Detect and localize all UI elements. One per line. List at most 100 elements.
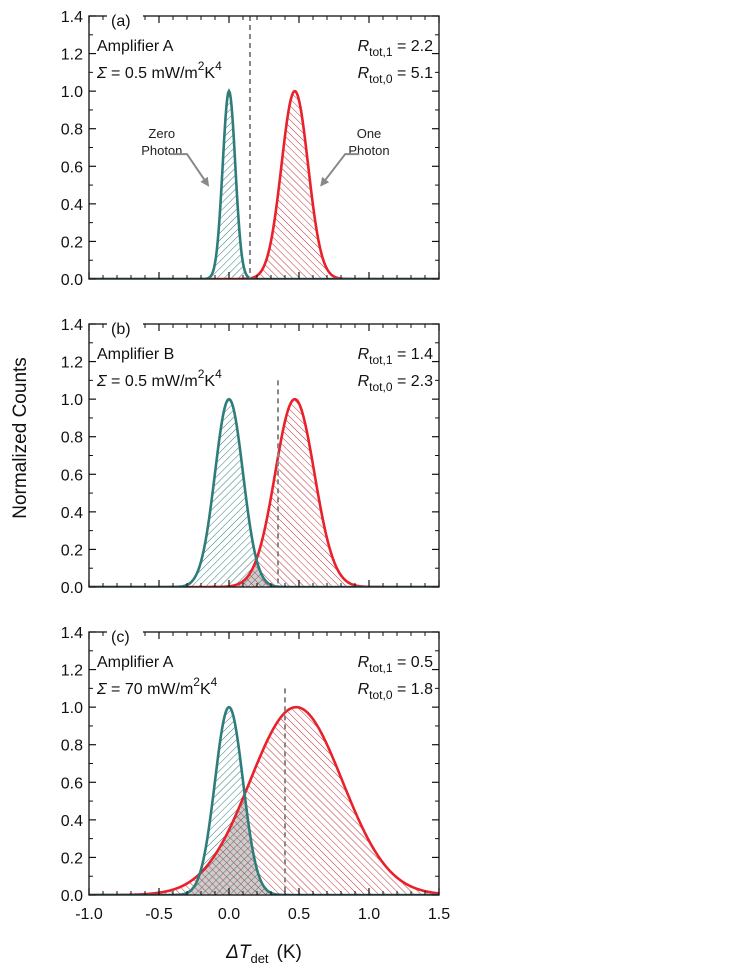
y-tick-label: 0.6 (61, 775, 83, 792)
sigma-exp1: 2 (198, 367, 205, 381)
r-tot-0-sub: tot,0 (369, 380, 393, 394)
sigma-value: = 70 mW/m (107, 681, 194, 698)
sigma-value: = 0.5 mW/m (107, 65, 198, 82)
y-tick-label: 0.4 (61, 813, 83, 830)
y-tick-label: 0.0 (61, 272, 83, 289)
panel-a: 0.0 0.2 0.4 0.6 0.8 1.0 1.2 1.4 (a) Amplifier A Σ … (61, 8, 440, 289)
y-tick-label: 0.6 (61, 467, 83, 484)
one-photon-label-line2: Photon (348, 143, 389, 158)
r-tot-0-sub: tot,0 (369, 72, 393, 86)
sigma-unit2: K (204, 373, 215, 390)
y-axis-title: Normalized Counts (10, 357, 31, 519)
x-axis-title-sub: det (250, 951, 268, 966)
one-photon-distribution-fill (89, 91, 439, 279)
panel-label-bg (107, 8, 143, 32)
sigma-exp2: 4 (211, 675, 218, 689)
r-tot-1-label: Rtot,1 = 1.4 (358, 346, 434, 367)
r-symbol: R (358, 38, 370, 55)
sigma-exp1: 2 (193, 675, 200, 689)
r-tot-0-label: Rtot,0 = 5.1 (358, 65, 434, 86)
zero-photon-curve (89, 397, 439, 587)
plot-area (89, 397, 439, 587)
sigma-exp2: 4 (215, 367, 222, 381)
y-tick-label: 1.4 (61, 9, 83, 26)
zero-photon-label-line2: Photon (141, 143, 182, 158)
x-tick-label: 0.5 (288, 906, 310, 923)
x-tick-label: -1.0 (75, 906, 103, 923)
amplifier-label: Amplifier A (97, 38, 174, 55)
y-tick-label: 0.2 (61, 234, 83, 251)
r-symbol: R (358, 654, 370, 671)
y-tick-label: 0.0 (61, 888, 83, 905)
x-tick-label: 1.0 (358, 906, 380, 923)
sigma-symbol: Σ (96, 681, 108, 698)
r-symbol: R (358, 65, 370, 82)
sigma-exp1: 2 (198, 59, 205, 73)
panel-label: (c) (111, 629, 130, 646)
panel-label: (b) (111, 321, 131, 338)
y-tick-label: 1.0 (61, 84, 83, 101)
zero-photon-label-line1: Zero (148, 126, 175, 141)
sigma-symbol: Σ (96, 65, 108, 82)
x-tick-label: -0.5 (145, 906, 173, 923)
r-tot-0-value: = 5.1 (393, 65, 434, 82)
y-tick-label: 1.2 (61, 355, 83, 372)
zero-photon-arrow (170, 153, 210, 187)
y-tick-label: 1.0 (61, 392, 83, 409)
r-tot-1-value: = 0.5 (393, 654, 434, 671)
r-tot-0-label: Rtot,0 = 1.8 (358, 681, 434, 702)
y-tick-label: 0.4 (61, 505, 83, 522)
y-tick-label: 0.6 (61, 159, 83, 176)
r-tot-1-sub: tot,1 (369, 45, 393, 59)
y-tick-label: 0.8 (61, 738, 83, 755)
zero-photon-distribution-fill (89, 91, 439, 279)
zero-photon-curve (89, 705, 439, 895)
amplifier-label: Amplifier A (97, 654, 174, 671)
plot-area (89, 88, 439, 279)
r-symbol: R (358, 346, 370, 363)
y-tick-label: 0.2 (61, 850, 83, 867)
sigma-unit2: K (204, 65, 215, 82)
r-tot-0-label: Rtot,0 = 2.3 (358, 373, 434, 394)
y-tick-label: 1.4 (61, 625, 83, 642)
r-tot-0-sub: tot,0 (369, 688, 393, 702)
y-tick-label: 0.8 (61, 122, 83, 139)
panel-c: 0.0 0.2 0.4 0.6 0.8 1.0 1.2 1.4 -1.0 -0.5 0.0 0.5 1.… (61, 624, 450, 923)
sigma-label: Σ = 0.5 mW/m2K4 (96, 59, 222, 82)
sigma-label: Σ = 70 mW/m2K4 (96, 675, 218, 698)
r-symbol: R (358, 373, 370, 390)
one-photon-arrow (320, 153, 360, 187)
r-tot-1-label: Rtot,1 = 2.2 (358, 38, 434, 59)
x-axis-title-main: ΔT (225, 942, 252, 963)
sigma-symbol: Σ (96, 373, 108, 390)
r-tot-1-sub: tot,1 (369, 661, 393, 675)
sigma-value: = 0.5 mW/m (107, 373, 198, 390)
y-tick-label: 1.2 (61, 47, 83, 64)
y-tick-label: 0.2 (61, 542, 83, 559)
overlap-region (89, 560, 439, 587)
r-tot-1-value: = 1.4 (393, 346, 434, 363)
y-tick-label: 0.4 (61, 197, 83, 214)
r-symbol: R (358, 681, 370, 698)
one-photon-curve (89, 89, 439, 279)
y-tick-label: 1.4 (61, 317, 83, 334)
x-axis-title-unit: (K) (277, 942, 302, 963)
y-tick-label: 0.8 (61, 430, 83, 447)
y-tick-label: 1.0 (61, 700, 83, 717)
y-tick-label: 1.2 (61, 663, 83, 680)
x-tick-label: 0.0 (218, 906, 240, 923)
r-tot-1-label: Rtot,1 = 0.5 (358, 654, 434, 675)
x-tick-label: 1.5 (428, 906, 450, 923)
axis-titles: Normalized Counts ΔTdet (K) (10, 357, 302, 966)
sigma-label: Σ = 0.5 mW/m2K4 (96, 367, 222, 390)
one-photon-label-line1: One (357, 126, 382, 141)
amplifier-label: Amplifier B (97, 346, 174, 363)
zero-photon-curve (89, 88, 439, 279)
one-photon-distribution-fill (89, 707, 439, 895)
panel-label: (a) (111, 13, 131, 30)
x-axis-title: ΔTdet (K) (225, 942, 302, 966)
panel-label-bg (107, 316, 143, 340)
panel-label-bg (107, 624, 143, 648)
panel-b: 0.0 0.2 0.4 0.6 0.8 1.0 1.2 1.4 (b) Amplifier B Σ … (61, 316, 440, 597)
